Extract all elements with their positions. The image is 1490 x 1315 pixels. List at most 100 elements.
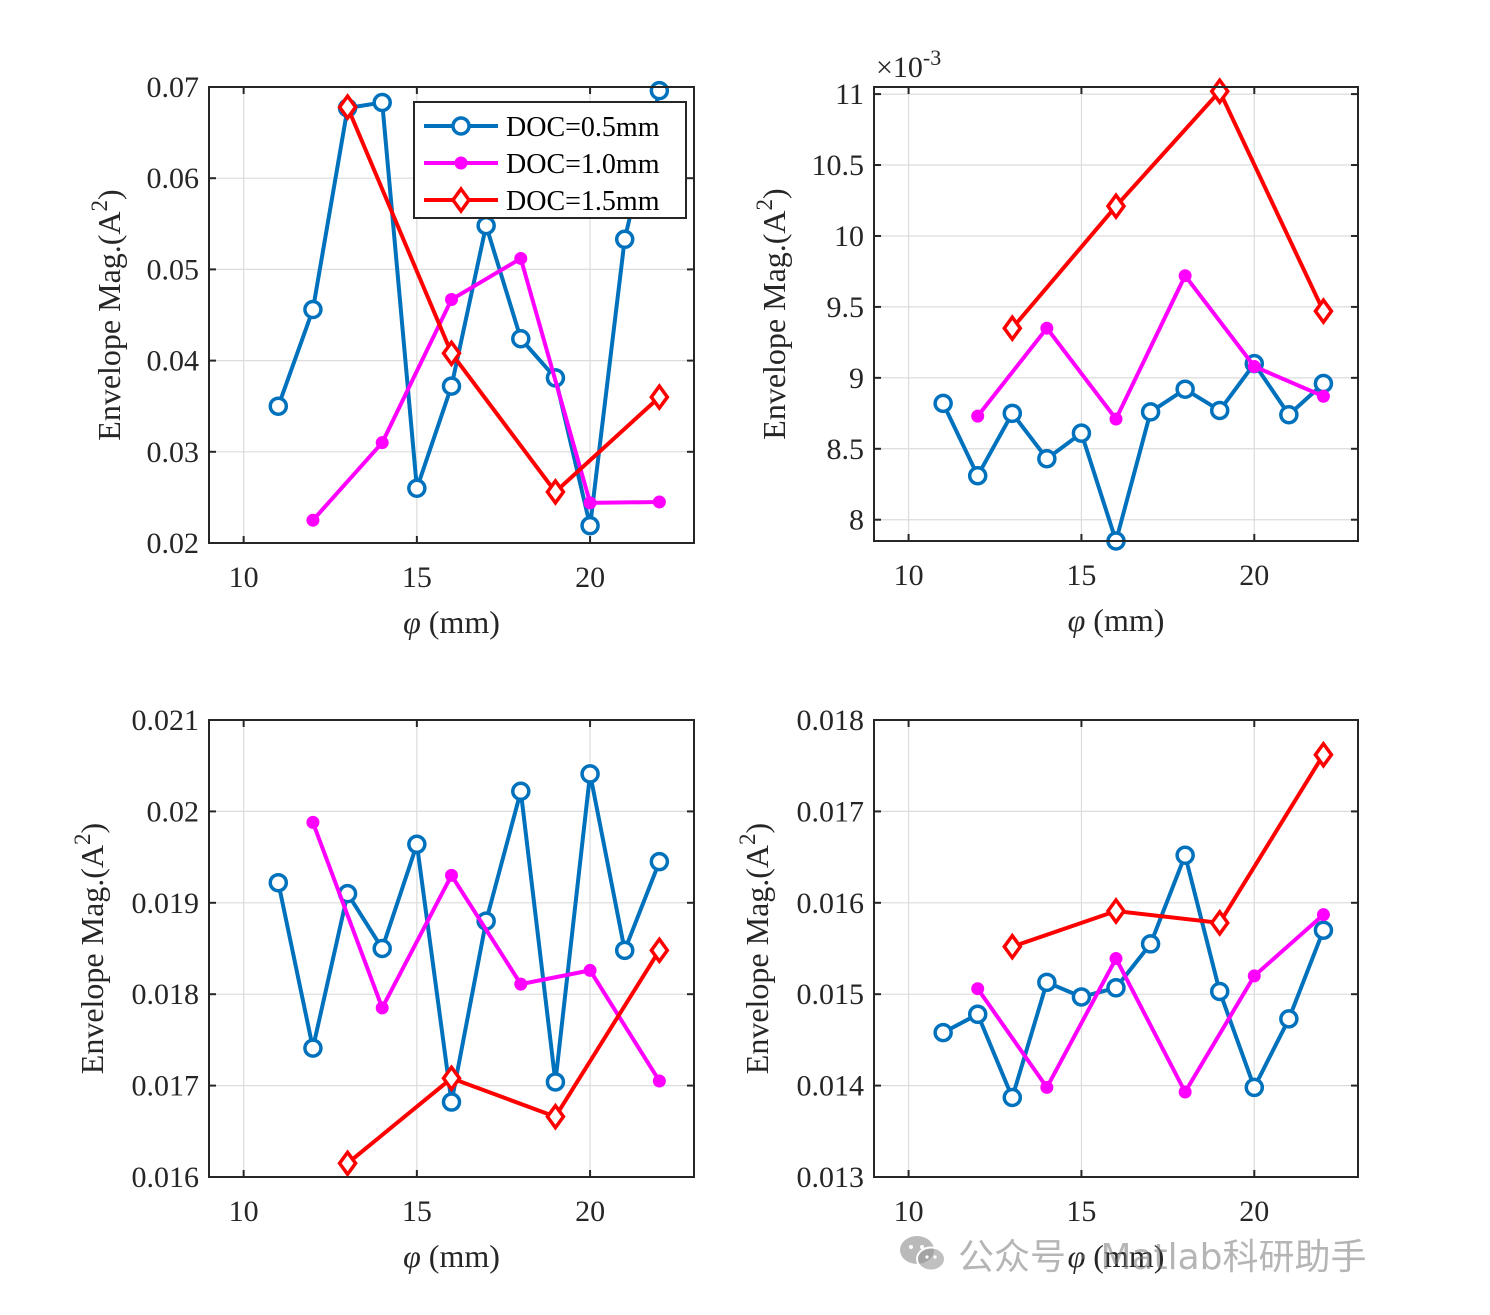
data-point [649,851,670,872]
data-point [649,383,670,412]
data-point [511,781,531,802]
plot-area [874,87,1358,541]
x-tick-label: 10 [894,559,924,592]
data-point [407,478,427,499]
data-point [372,938,392,959]
series-line-1 [276,90,662,527]
data-point [649,936,670,965]
series-line-1 [276,773,662,1103]
y-tick-label: 0.05 [147,253,200,286]
data-point [614,229,635,250]
data-point [514,251,528,265]
x-tick-label: 15 [1066,1195,1096,1228]
data-point [1037,448,1057,469]
data-point [1105,192,1127,221]
axes-box [208,86,695,544]
data-point [1178,269,1192,283]
data-point [967,465,988,486]
y-tick-label: 0.017 [797,795,865,828]
y-tick-label: 0.02 [147,527,200,560]
y-tick-label: 8.5 [827,433,865,466]
legend-marker-3 [450,186,472,214]
y-tick-label: 0.013 [797,1161,865,1194]
data-point [1279,1009,1299,1029]
data-point [511,328,531,349]
legend-marker-2 [454,156,468,170]
legend-label-2: DOC=1.0mm [506,149,660,180]
x-tick-label: 15 [1066,559,1096,592]
data-point [303,299,323,320]
data-point [1209,908,1230,937]
data-point [1109,412,1123,426]
data-point [306,815,320,829]
x-tick-label: 20 [575,561,605,594]
series-line-3 [346,949,662,1165]
x-tick-label: 15 [402,561,432,594]
data-point [476,215,496,236]
y-tick-label: 0.018 [132,978,200,1011]
y-tick-label: 0.017 [132,1070,200,1103]
data-point [1244,1077,1265,1098]
data-point [1175,845,1195,866]
series-line-2 [976,913,1325,1097]
y-axis-label: Envelope Mag.(A2) [735,823,775,1074]
x-tick-label: 10 [894,1195,924,1228]
data-point [1109,952,1123,966]
data-point [1316,389,1330,403]
data-point [337,93,358,122]
axes-box [873,86,1359,542]
data-point [1316,908,1330,922]
y-tick-label: 0.014 [797,1070,865,1103]
x-axis-label: φ (mm) [1068,602,1165,638]
data-point [614,940,635,961]
data-point [580,515,600,536]
data-point [303,1038,323,1058]
subplot-bottom-left: 10 15 20 0.016 0.017 0.018 0.019 0.02 0.021 φ (mm… [70,704,695,1274]
data-point [1175,379,1195,399]
data-point [514,977,528,991]
x-axis-label: φ (mm) [1068,1238,1165,1274]
x-tick-label: 10 [229,561,259,594]
y-tick-label: 10 [834,220,864,253]
axes-box [208,719,695,1178]
data-point [583,496,597,510]
data-point [545,477,566,506]
data-point [1247,969,1261,983]
y-axis-label: Envelope Mag.(A2) [87,189,127,440]
legend-marker-1 [451,116,471,136]
data-point [441,339,462,368]
data-point [652,1074,666,1088]
data-point [933,393,953,414]
data-point [375,436,389,450]
y-tick-label: 11 [835,78,864,111]
legend-label-3: DOC=1.5mm [506,186,660,217]
series-line-3 [1010,87,1326,330]
plot-area [874,720,1358,1177]
y-tick-label: 0.02 [147,795,200,828]
data-point [375,1001,389,1015]
data-point [1247,359,1261,373]
y-axis-label: Envelope Mag.(A2) [752,188,792,439]
y-tick-label: 0.018 [797,704,865,737]
data-point [1178,1085,1192,1099]
data-point [1040,1080,1054,1094]
x-tick-label: 20 [1239,559,1269,592]
y-tick-label: 0.016 [132,1161,200,1194]
series-line-2 [311,255,660,522]
data-point [1140,934,1161,954]
wechat-icon [900,1236,946,1272]
data-point [1105,897,1127,926]
data-point [445,292,458,306]
x-axis-label: φ (mm) [403,604,500,640]
y-tick-label: 0.019 [132,887,200,920]
data-point [649,80,670,101]
y-tick-label: 8 [849,504,864,537]
data-point [1040,321,1054,335]
y-tick-label: 0.04 [147,345,200,378]
y-tick-label: 9.5 [827,291,865,324]
data-point [971,409,985,423]
y-tick-label: 0.015 [797,978,865,1011]
subplot-top-right: 10 15 20 8 8.5 9 9.5 10 10.5 11 ×10-3 φ (mm) Envelop… [752,45,1359,638]
y-tick-label: 0.021 [132,704,200,737]
data-point [1002,403,1023,424]
